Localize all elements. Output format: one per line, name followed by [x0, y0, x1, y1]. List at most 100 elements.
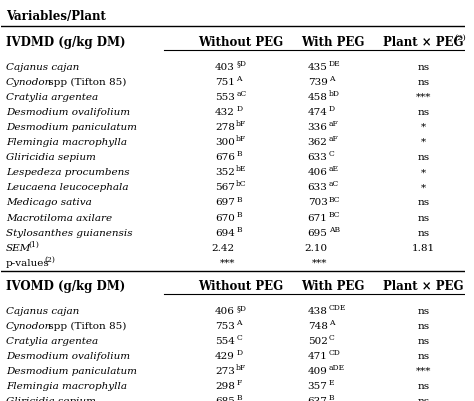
Text: ns: ns — [418, 153, 430, 162]
Text: bC: bC — [236, 180, 247, 188]
Text: C: C — [329, 150, 335, 158]
Text: CDE: CDE — [329, 303, 346, 311]
Text: 633: 633 — [308, 153, 328, 162]
Text: DE: DE — [329, 59, 341, 67]
Text: ns: ns — [418, 321, 430, 330]
Text: ns: ns — [418, 213, 430, 222]
Text: 362: 362 — [308, 138, 328, 147]
Text: Cajanus cajan: Cajanus cajan — [6, 63, 79, 71]
Text: ns: ns — [418, 107, 430, 117]
Text: aF: aF — [329, 120, 339, 128]
Text: 751: 751 — [215, 77, 235, 87]
Text: 438: 438 — [308, 306, 328, 315]
Text: A: A — [236, 318, 242, 326]
Text: With PEG: With PEG — [301, 36, 365, 49]
Text: 298: 298 — [215, 381, 235, 390]
Text: B: B — [236, 393, 242, 401]
Text: AB: AB — [329, 225, 340, 233]
Text: 676: 676 — [215, 153, 235, 162]
Text: *: * — [421, 123, 426, 132]
Text: 703: 703 — [308, 198, 328, 207]
Text: Cynodon: Cynodon — [6, 321, 52, 330]
Text: 637: 637 — [308, 397, 328, 401]
Text: Cratylia argentea: Cratylia argentea — [6, 93, 98, 101]
Text: (2): (2) — [454, 34, 466, 42]
Text: Plant × PEG: Plant × PEG — [383, 36, 464, 49]
Text: *: * — [421, 168, 426, 177]
Text: 429: 429 — [215, 351, 235, 360]
Text: Variables/Plant: Variables/Plant — [6, 10, 106, 23]
Text: 2.10: 2.10 — [304, 243, 328, 252]
Text: ***: *** — [416, 93, 431, 101]
Text: bF: bF — [236, 135, 246, 143]
Text: 406: 406 — [215, 306, 235, 315]
Text: Medicago sativa: Medicago sativa — [6, 198, 92, 207]
Text: Cajanus cajan: Cajanus cajan — [6, 306, 79, 315]
Text: *: * — [421, 138, 426, 147]
Text: BC: BC — [329, 195, 340, 203]
Text: aF: aF — [329, 135, 339, 143]
Text: aE: aE — [329, 165, 339, 173]
Text: ns: ns — [418, 63, 430, 71]
Text: ***: *** — [219, 258, 235, 267]
Text: BC: BC — [329, 210, 340, 218]
Text: 300: 300 — [215, 138, 235, 147]
Text: Desmodium ovalifolium: Desmodium ovalifolium — [6, 351, 130, 360]
Text: 273: 273 — [215, 366, 235, 375]
Text: A: A — [236, 75, 242, 83]
Text: IVOMD (g/kg DM): IVOMD (g/kg DM) — [6, 279, 125, 292]
Text: 432: 432 — [215, 107, 235, 117]
Text: §D: §D — [236, 303, 246, 311]
Text: ns: ns — [418, 306, 430, 315]
Text: 471: 471 — [308, 351, 328, 360]
Text: 435: 435 — [308, 63, 328, 71]
Text: B: B — [236, 210, 242, 218]
Text: ns: ns — [418, 77, 430, 87]
Text: 474: 474 — [308, 107, 328, 117]
Text: 753: 753 — [215, 321, 235, 330]
Text: C: C — [236, 333, 242, 341]
Text: ns: ns — [418, 381, 430, 390]
Text: 694: 694 — [215, 228, 235, 237]
Text: aDE: aDE — [329, 363, 345, 371]
Text: 685: 685 — [215, 397, 235, 401]
Text: 739: 739 — [308, 77, 328, 87]
Text: §D: §D — [236, 59, 246, 67]
Text: 748: 748 — [308, 321, 328, 330]
Text: bD: bD — [329, 89, 340, 97]
Text: Without PEG: Without PEG — [198, 36, 283, 49]
Text: D: D — [236, 348, 242, 356]
Text: 357: 357 — [308, 381, 328, 390]
Text: B: B — [236, 195, 242, 203]
Text: 406: 406 — [308, 168, 328, 177]
Text: 403: 403 — [215, 63, 235, 71]
Text: Macrotiloma axilare: Macrotiloma axilare — [6, 213, 112, 222]
Text: ns: ns — [418, 228, 430, 237]
Text: ns: ns — [418, 336, 430, 345]
Text: B: B — [236, 225, 242, 233]
Text: 567: 567 — [215, 183, 235, 192]
Text: ns: ns — [418, 198, 430, 207]
Text: ***: *** — [416, 366, 431, 375]
Text: With PEG: With PEG — [301, 279, 365, 292]
Text: SEM: SEM — [6, 243, 31, 252]
Text: 278: 278 — [215, 123, 235, 132]
Text: 553: 553 — [215, 93, 235, 101]
Text: ***: *** — [312, 258, 328, 267]
Text: Desmodium paniculatum: Desmodium paniculatum — [6, 366, 137, 375]
Text: Plant × PEG: Plant × PEG — [383, 279, 464, 292]
Text: bE: bE — [236, 165, 246, 173]
Text: A: A — [329, 318, 335, 326]
Text: 502: 502 — [308, 336, 328, 345]
Text: D: D — [329, 105, 335, 113]
Text: 336: 336 — [308, 123, 328, 132]
Text: aC: aC — [236, 89, 246, 97]
Text: E: E — [329, 379, 335, 386]
Text: IVDMD (g/kg DM): IVDMD (g/kg DM) — [6, 36, 126, 49]
Text: Desmodium ovalifolium: Desmodium ovalifolium — [6, 107, 130, 117]
Text: Cratylia argentea: Cratylia argentea — [6, 336, 98, 345]
Text: F: F — [236, 379, 241, 386]
Text: B: B — [236, 150, 242, 158]
Text: B: B — [329, 393, 335, 401]
Text: bF: bF — [236, 363, 246, 371]
